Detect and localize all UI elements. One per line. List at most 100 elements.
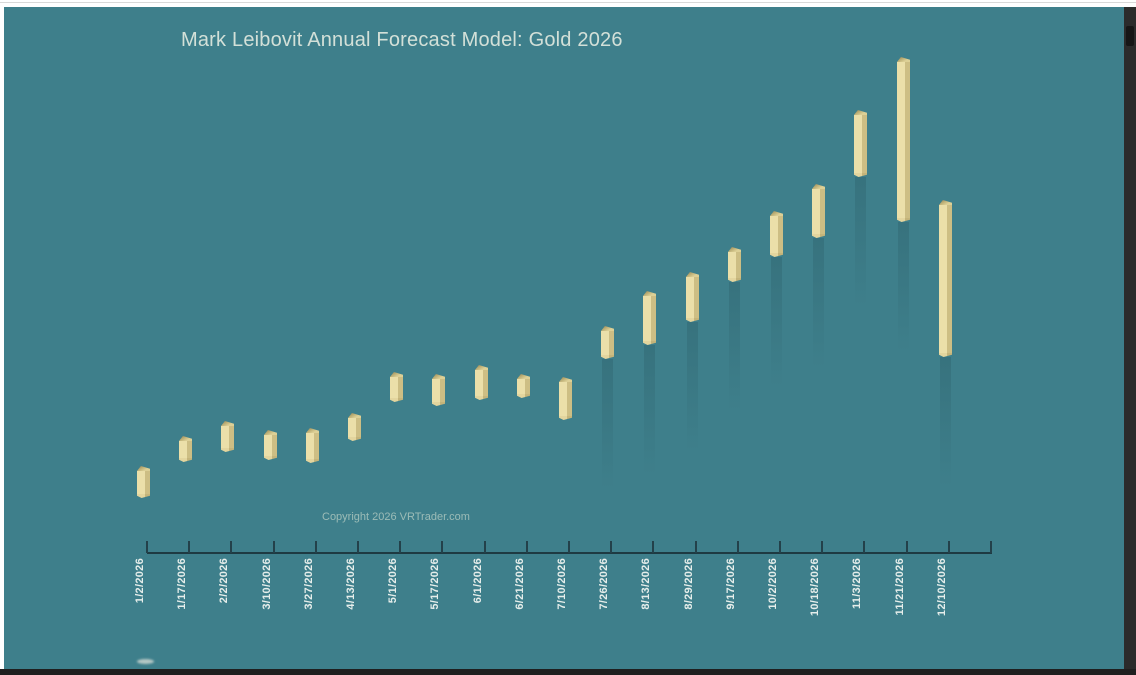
forecast-range-bar: [854, 110, 867, 177]
bar-cap: [475, 365, 488, 370]
x-axis-tick: [695, 541, 697, 553]
copyright-watermark: Copyright 2026 VRTrader.com: [322, 511, 470, 523]
x-axis-tick: [821, 541, 823, 553]
bar-cap: [812, 184, 825, 189]
bar-shaft: [939, 205, 952, 353]
forecast-range-bar: [221, 421, 234, 452]
bar-bcap: [812, 234, 825, 238]
x-axis-line: [147, 552, 992, 554]
x-axis-label: 5/1/2026: [387, 558, 399, 604]
forecast-range-bar: [770, 211, 783, 257]
x-axis-tick: [230, 541, 232, 553]
bar-reflection: [898, 222, 909, 352]
bar-shaft: [306, 433, 319, 459]
bar-bcap: [517, 394, 530, 398]
forecast-range-bar: [306, 428, 319, 463]
forecast-range-bar: [348, 413, 361, 441]
bar-cap: [770, 211, 783, 216]
window-top-strip: [0, 0, 1136, 7]
bar-bcap: [475, 396, 488, 400]
bar-shaft: [601, 331, 614, 355]
forecast-range-bar: [137, 466, 150, 498]
bar-shaft: [854, 115, 867, 173]
bar-bcap: [264, 456, 277, 460]
bar-shaft: [390, 377, 403, 398]
bar-cap: [559, 377, 572, 382]
bar-cap: [432, 374, 445, 379]
bar-shaft: [221, 426, 234, 448]
bar-shaft: [686, 277, 699, 318]
chart-background: [4, 7, 1124, 669]
x-axis-label: 8/29/2026: [683, 558, 695, 610]
bar-bcap: [221, 448, 234, 452]
bar-reflection: [687, 322, 698, 452]
bar-bcap: [854, 173, 867, 177]
forecast-range-bar: [728, 247, 741, 282]
bar-reflection: [940, 357, 951, 487]
x-axis-tick: [737, 541, 739, 553]
forecast-range-bar: [179, 436, 192, 462]
x-axis-label: 6/1/2026: [472, 558, 484, 604]
scrollbar-track[interactable]: [1124, 7, 1136, 675]
x-axis-tick: [779, 541, 781, 553]
scrollbar-thumb[interactable]: [1126, 26, 1134, 46]
x-axis-tick: [906, 541, 908, 553]
forecast-range-bar: [601, 326, 614, 359]
bar-cap: [854, 110, 867, 115]
bar-cap: [517, 374, 530, 379]
x-axis-label: 10/18/2026: [809, 558, 821, 617]
bar-bcap: [897, 218, 910, 222]
forecast-range-bar: [897, 57, 910, 222]
forecast-range-bar: [643, 291, 656, 345]
bar-bcap: [390, 398, 403, 402]
bar-shaft: [264, 435, 277, 456]
x-axis-label: 1/2/2026: [134, 558, 146, 604]
x-axis-tick: [146, 541, 148, 553]
x-axis-label: 5/17/2026: [429, 558, 441, 610]
bar-reflection: [602, 359, 613, 489]
bar-shaft: [559, 382, 572, 416]
forecast-range-bar: [475, 365, 488, 400]
x-axis-label: 11/3/2026: [851, 558, 863, 610]
bar-bcap: [686, 318, 699, 322]
x-axis-tick: [441, 541, 443, 553]
x-axis-end-tick: [990, 541, 992, 553]
x-axis-tick: [188, 541, 190, 553]
bar-reflection: [771, 257, 782, 387]
bar-cap: [264, 430, 277, 435]
x-axis-label: 10/2/2026: [767, 558, 779, 610]
bar-bcap: [643, 341, 656, 345]
x-axis-tick: [526, 541, 528, 553]
bar-shaft: [475, 370, 488, 396]
x-axis-label: 3/27/2026: [303, 558, 315, 610]
forecast-range-bar: [517, 374, 530, 398]
bar-cap: [221, 421, 234, 426]
forecast-range-bar: [390, 372, 403, 402]
bar-shaft: [643, 296, 656, 341]
x-axis-tick: [315, 541, 317, 553]
bar-cap: [306, 428, 319, 433]
bar-bcap: [770, 253, 783, 257]
bar-cap: [643, 291, 656, 296]
bar-cap: [897, 57, 910, 62]
forecast-range-bar: [432, 374, 445, 406]
x-axis-tick: [568, 541, 570, 553]
x-axis-label: 3/10/2026: [261, 558, 273, 610]
bar-bcap: [939, 353, 952, 357]
bar-bcap: [432, 402, 445, 406]
forecast-range-bar: [264, 430, 277, 460]
x-axis-tick: [273, 541, 275, 553]
x-axis-label: 7/10/2026: [556, 558, 568, 610]
bar-bcap: [728, 278, 741, 282]
bar-cap: [390, 372, 403, 377]
bar-reflection: [855, 177, 866, 307]
bar-shaft: [812, 189, 825, 234]
bar-shaft: [517, 379, 530, 394]
bar-bcap: [306, 459, 319, 463]
forecast-range-bar: [812, 184, 825, 238]
bar-cap: [137, 466, 150, 471]
bar-bcap: [137, 494, 150, 498]
bar-cap: [179, 436, 192, 441]
forecast-range-bar: [559, 377, 572, 420]
